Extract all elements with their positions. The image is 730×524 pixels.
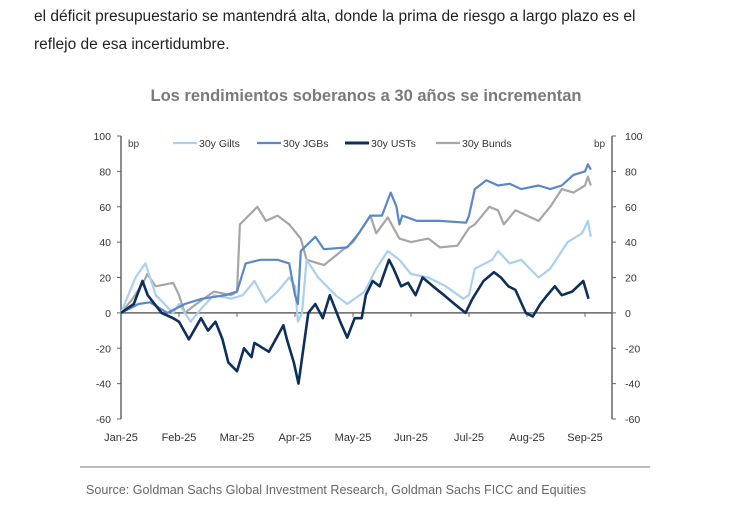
x-tick-label: Jun-25	[394, 432, 428, 444]
x-tick-label: Mar-25	[220, 432, 255, 444]
x-tick-label: Apr-25	[278, 432, 311, 444]
y-tick-label-left: 20	[99, 273, 111, 285]
y-tick-label-left: 100	[93, 131, 111, 143]
y-tick-label-right: 40	[625, 237, 637, 249]
x-tick-label: Aug-25	[509, 432, 544, 444]
y-tick-label-right: -20	[625, 343, 640, 355]
series-line-30y-gilts	[119, 219, 592, 323]
x-tick-label: Sep-25	[567, 432, 602, 444]
x-tick-label: Jul-25	[454, 432, 484, 444]
y-tick-label-left: 40	[99, 237, 111, 249]
y-unit-right: bp	[594, 139, 606, 150]
y-tick-label-right: 60	[625, 202, 637, 214]
y-tick-label-left: 80	[99, 166, 111, 178]
chart-title: Los rendimientos soberanos a 30 años se …	[151, 87, 582, 105]
y-tick-label-left: 60	[99, 202, 111, 214]
y-tick-label-left: 0	[105, 308, 111, 320]
series-line-30y-jgbs	[120, 163, 592, 314]
y-tick-label-left: -20	[96, 343, 111, 355]
y-tick-label-right: 0	[625, 308, 631, 320]
y-tick-label-left: -60	[96, 414, 111, 426]
legend-label: 30y Bunds	[462, 138, 512, 150]
y-tick-label-right: 80	[625, 166, 637, 178]
y-tick-label-right: 20	[625, 273, 637, 285]
legend-label: 30y JGBs	[283, 138, 329, 150]
y-tick-label-right: 100	[625, 131, 643, 143]
y-tick-label-right: -40	[625, 379, 640, 391]
body-text-line-1: el déficit presupuestario se mantendrá a…	[34, 8, 636, 25]
x-tick-label: May-25	[335, 432, 372, 444]
series-line-30y-usts	[120, 258, 590, 385]
legend-label: 30y Gilts	[199, 138, 240, 150]
series-line-30y-bunds	[120, 175, 592, 314]
legend-label: 30y USTs	[371, 138, 416, 150]
y-unit-left: bp	[128, 139, 140, 150]
body-text-line-2: reflejo de esa incertidumbre.	[34, 36, 230, 53]
y-tick-label-left: -40	[96, 379, 111, 391]
x-tick-label: Feb-25	[162, 432, 197, 444]
x-tick-label: Jan-25	[104, 432, 138, 444]
source-note: Source: Goldman Sachs Global Investment …	[86, 482, 586, 497]
y-tick-label-right: -60	[625, 414, 640, 426]
